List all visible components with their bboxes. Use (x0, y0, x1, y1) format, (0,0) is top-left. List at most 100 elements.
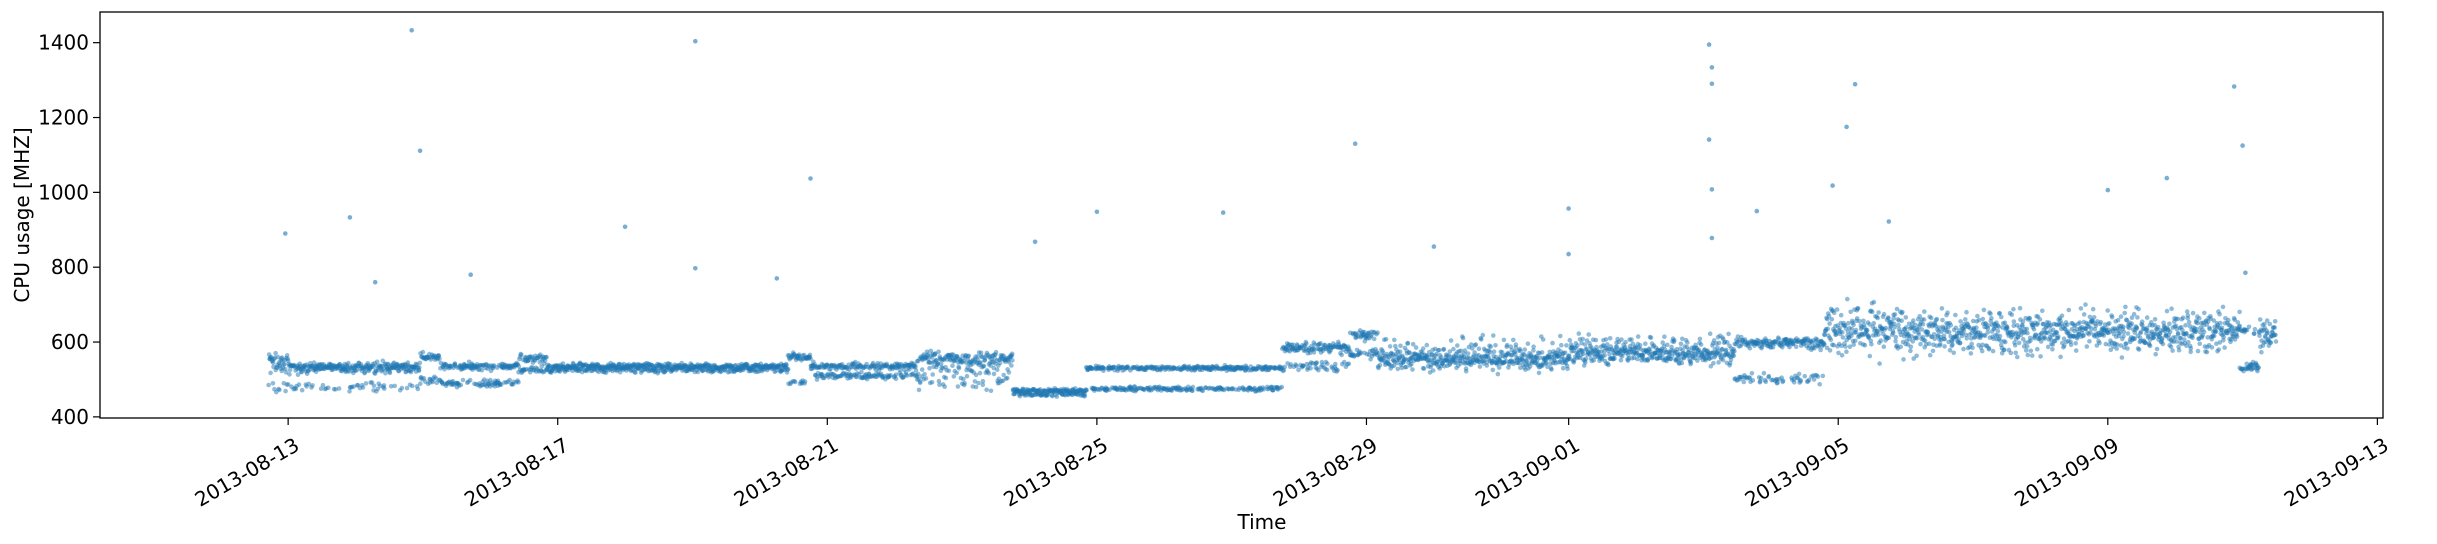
data-point (1811, 377, 1817, 382)
data-point (2011, 306, 2016, 312)
data-point (1082, 394, 1088, 399)
data-point (1869, 342, 1874, 347)
data-point (2039, 330, 2045, 336)
data-point (1391, 363, 1397, 368)
data-point (2214, 341, 2219, 347)
data-point (936, 378, 942, 384)
data-point (360, 385, 366, 390)
data-point (2119, 355, 2125, 360)
data-point (1001, 372, 1006, 378)
data-point (1424, 342, 1430, 348)
data-point (404, 385, 410, 391)
data-point (287, 367, 293, 373)
data-point (988, 363, 993, 368)
data-point (1849, 333, 1854, 339)
data-point (2059, 313, 2065, 319)
data-point (1848, 309, 1853, 315)
data-point (1735, 334, 1741, 339)
data-point (1462, 348, 1468, 353)
data-point (1525, 341, 1531, 347)
data-point (1005, 375, 1010, 381)
data-point (299, 387, 305, 393)
data-point (2101, 333, 2107, 338)
data-point (1518, 365, 1523, 371)
data-point (1825, 326, 1830, 332)
data-point (2003, 339, 2008, 345)
data-point (1920, 322, 1926, 327)
data-point (1982, 333, 1988, 338)
outlier-point (417, 148, 423, 154)
data-point (1463, 369, 1469, 374)
data-point (1802, 373, 1808, 379)
data-point (1961, 346, 1966, 352)
data-point (1404, 364, 1409, 370)
x-tick-label: 2013-09-09 (2010, 433, 2123, 512)
data-point (1875, 315, 1880, 321)
data-point (1376, 351, 1382, 356)
data-point (1997, 311, 2002, 316)
data-point (991, 365, 997, 371)
data-point (2028, 348, 2034, 354)
data-point (2121, 333, 2126, 339)
data-point (1335, 368, 1340, 373)
x-tick-label: 2013-09-13 (2280, 433, 2393, 512)
data-point (2118, 314, 2124, 319)
data-point (270, 381, 276, 386)
data-point (1698, 342, 1704, 347)
data-point (311, 360, 317, 365)
data-point (991, 371, 997, 377)
data-point (1840, 335, 1846, 340)
data-point (2256, 365, 2261, 371)
data-point (1836, 350, 1841, 356)
data-point (2125, 331, 2131, 336)
data-point (1951, 350, 1956, 356)
data-point (930, 372, 935, 377)
outlier-point (2231, 84, 2237, 89)
data-point (2115, 317, 2121, 323)
data-point (1679, 360, 1685, 366)
data-point (1465, 351, 1471, 356)
data-point (2169, 306, 2174, 312)
data-point (1770, 345, 1776, 350)
data-point (1986, 347, 1992, 352)
data-point (1853, 327, 1859, 333)
data-point (994, 367, 1000, 373)
data-point (2042, 336, 2048, 341)
data-point (1381, 350, 1386, 356)
data-point (1491, 333, 1496, 338)
data-point (2218, 320, 2223, 326)
data-point (2257, 317, 2263, 322)
data-point (1606, 362, 1611, 368)
data-point (2190, 310, 2196, 316)
data-point (2066, 307, 2072, 313)
data-point (1645, 356, 1651, 362)
data-point (1101, 366, 1107, 371)
data-point (1822, 332, 1827, 338)
data-point (2108, 347, 2114, 353)
data-point (1780, 378, 1786, 384)
data-point (2234, 334, 2240, 339)
data-point (296, 382, 302, 387)
data-point (1950, 342, 1955, 347)
data-point (2235, 320, 2241, 325)
data-point (1009, 351, 1015, 357)
data-point (1393, 343, 1398, 349)
data-point (2122, 310, 2127, 316)
data-point (2246, 324, 2252, 330)
data-point (993, 349, 999, 355)
data-point (1930, 348, 1936, 354)
data-point (2087, 339, 2092, 344)
data-point (1867, 322, 1872, 327)
data-point (2217, 340, 2223, 345)
data-point (1580, 351, 1586, 357)
data-point (937, 382, 942, 388)
data-point (2083, 302, 2088, 307)
outlier-point (2164, 175, 2170, 181)
data-point (2160, 341, 2166, 347)
data-point (273, 350, 278, 356)
data-point (1392, 337, 1397, 343)
data-point (1447, 349, 1453, 354)
data-point (1868, 338, 1874, 344)
outlier-point (774, 276, 780, 281)
